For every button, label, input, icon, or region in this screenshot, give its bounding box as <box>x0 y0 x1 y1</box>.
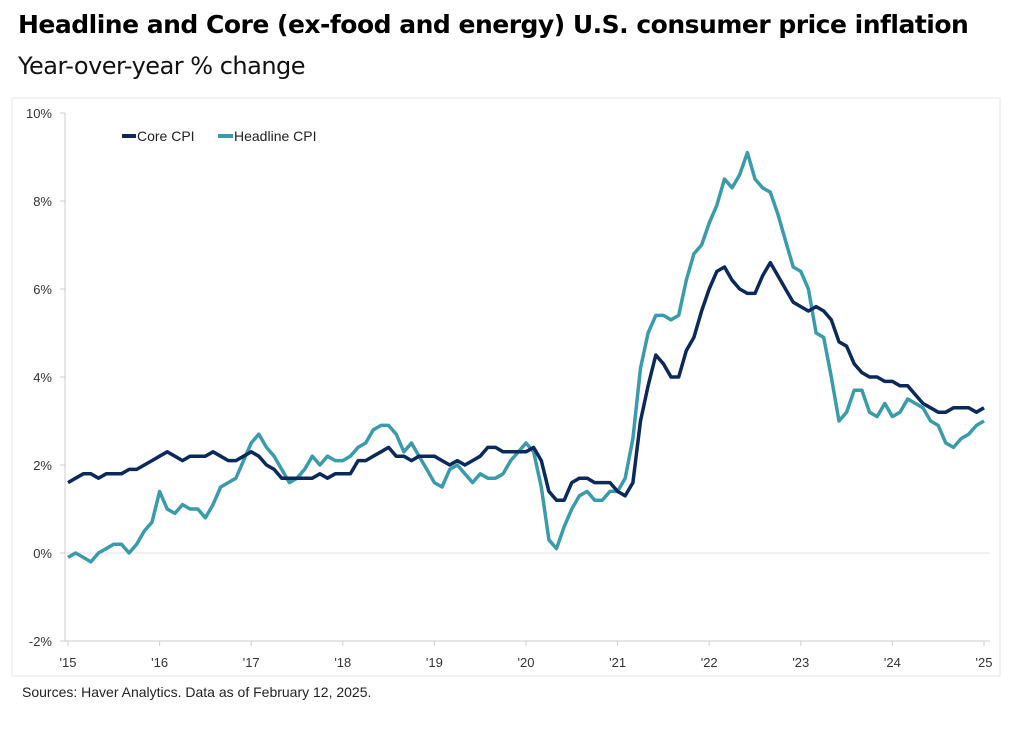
x-tick-label: '15 <box>60 655 77 670</box>
y-tick-label: 4% <box>33 370 52 385</box>
chart-frame <box>11 97 1001 677</box>
y-tick-label: 10% <box>26 106 52 121</box>
x-tick-label: '16 <box>151 655 168 670</box>
x-tick-label: '20 <box>518 655 535 670</box>
source-note: Sources: Haver Analytics. Data as of Feb… <box>22 684 372 700</box>
legend-label-headline: Headline CPI <box>234 128 317 144</box>
legend: Core CPI Headline CPI <box>122 128 317 144</box>
headline-cpi-line <box>67 150 985 564</box>
y-tick-label: -2% <box>29 634 53 649</box>
y-tick-label: 0% <box>33 546 52 561</box>
x-tick-label: '19 <box>426 655 443 670</box>
x-tick-label: '17 <box>243 655 260 670</box>
x-tick-label: '25 <box>976 655 993 670</box>
x-tick-label: '18 <box>334 655 351 670</box>
x-tick-label: '24 <box>884 655 901 670</box>
x-tick-label: '21 <box>609 655 626 670</box>
y-tick-label: 2% <box>33 458 52 473</box>
legend-label-core: Core CPI <box>137 128 195 144</box>
x-tick-label: '23 <box>792 655 809 670</box>
y-tick-label: 6% <box>33 282 52 297</box>
chart-title: Headline and Core (ex-food and energy) U… <box>18 10 969 39</box>
y-tick-label: 8% <box>33 194 52 209</box>
x-tick-label: '22 <box>701 655 718 670</box>
core-cpi-line <box>67 260 985 502</box>
chart-subtitle: Year-over-year % change <box>18 52 306 80</box>
